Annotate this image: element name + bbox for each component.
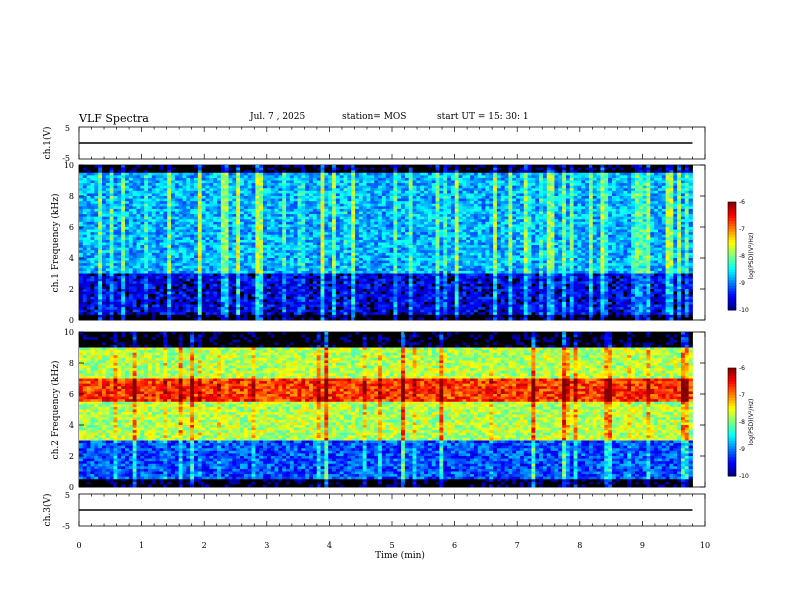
x-tick-label: 3: [264, 541, 269, 550]
x-tick-label: 7: [515, 541, 520, 550]
cb2-tick-label: -9: [739, 446, 745, 453]
ch1-voltage-ylabel: ch.1(V): [42, 127, 53, 160]
ch3-voltage-ylabel: ch.3(V): [42, 494, 53, 527]
ch1-colorbar: -6 -7 -8 -9 -10 log(PSD)(V²/Hz): [728, 199, 755, 314]
x-tick-label: 6: [452, 541, 457, 550]
s1-ytick-label: 10: [64, 161, 74, 170]
cb2-tick-label: -7: [739, 392, 745, 399]
ch1-spectrogram-image: [79, 165, 693, 320]
s1-ytick-label: 4: [69, 254, 74, 263]
s1-ytick-label: 0: [69, 316, 74, 325]
ch3-ytick-bottom: -5: [62, 522, 70, 531]
s1-ytick-label: 2: [69, 285, 74, 294]
cb2-title: log(PSD)(V²/Hz): [748, 399, 755, 446]
cb1-tick-label: -10: [739, 307, 749, 314]
x-tick-label: 0: [76, 541, 81, 550]
ch2-colorbar: -6 -7 -8 -9 -10 log(PSD)(V²/Hz): [728, 365, 755, 480]
s1-ytick-label: 8: [69, 192, 74, 201]
ch1-ytick-top: 5: [65, 124, 70, 133]
ch1-spectrogram-panel: 0 2 4 6 8 10 ch.1 Frequency (kHz): [50, 161, 705, 325]
cb1-tick-label: -6: [739, 199, 745, 206]
x-tick-label: 4: [327, 541, 332, 550]
x-tick-label: 10: [700, 541, 710, 550]
x-tick-label: 5: [389, 541, 394, 550]
x-tick-label: 9: [640, 541, 645, 550]
ch2-spectrogram-ylabel: ch.2 Frequency (kHz): [50, 361, 61, 460]
s1-ytick-label: 6: [69, 223, 74, 232]
s2-ytick-label: 10: [64, 328, 74, 337]
x-tick-label: 2: [202, 541, 207, 550]
ch2-spectrogram-image: [79, 332, 693, 487]
ch1-spectrogram-ylabel: ch.1 Frequency (kHz): [50, 194, 61, 293]
cb2-tick-label: -10: [739, 473, 749, 480]
s2-ytick-label: 6: [69, 390, 74, 399]
x-tick-label: 1: [139, 541, 144, 550]
cb1-title: log(PSD)(V²/Hz): [748, 233, 755, 280]
x-tick-label: 8: [577, 541, 582, 550]
cb1-tick-label: -8: [739, 253, 745, 260]
cb2-tick-label: -6: [739, 365, 745, 372]
s2-ytick-label: 2: [69, 452, 74, 461]
cb2-tick-label: -8: [739, 419, 745, 426]
s2-ytick-label: 4: [69, 421, 74, 430]
x-axis-label: Time (min): [375, 550, 425, 561]
ch3-ytick-top: 5: [65, 491, 70, 500]
cb1-tick-label: -7: [739, 226, 745, 233]
s2-ytick-label: 8: [69, 359, 74, 368]
cb1-tick-label: -9: [739, 280, 745, 287]
